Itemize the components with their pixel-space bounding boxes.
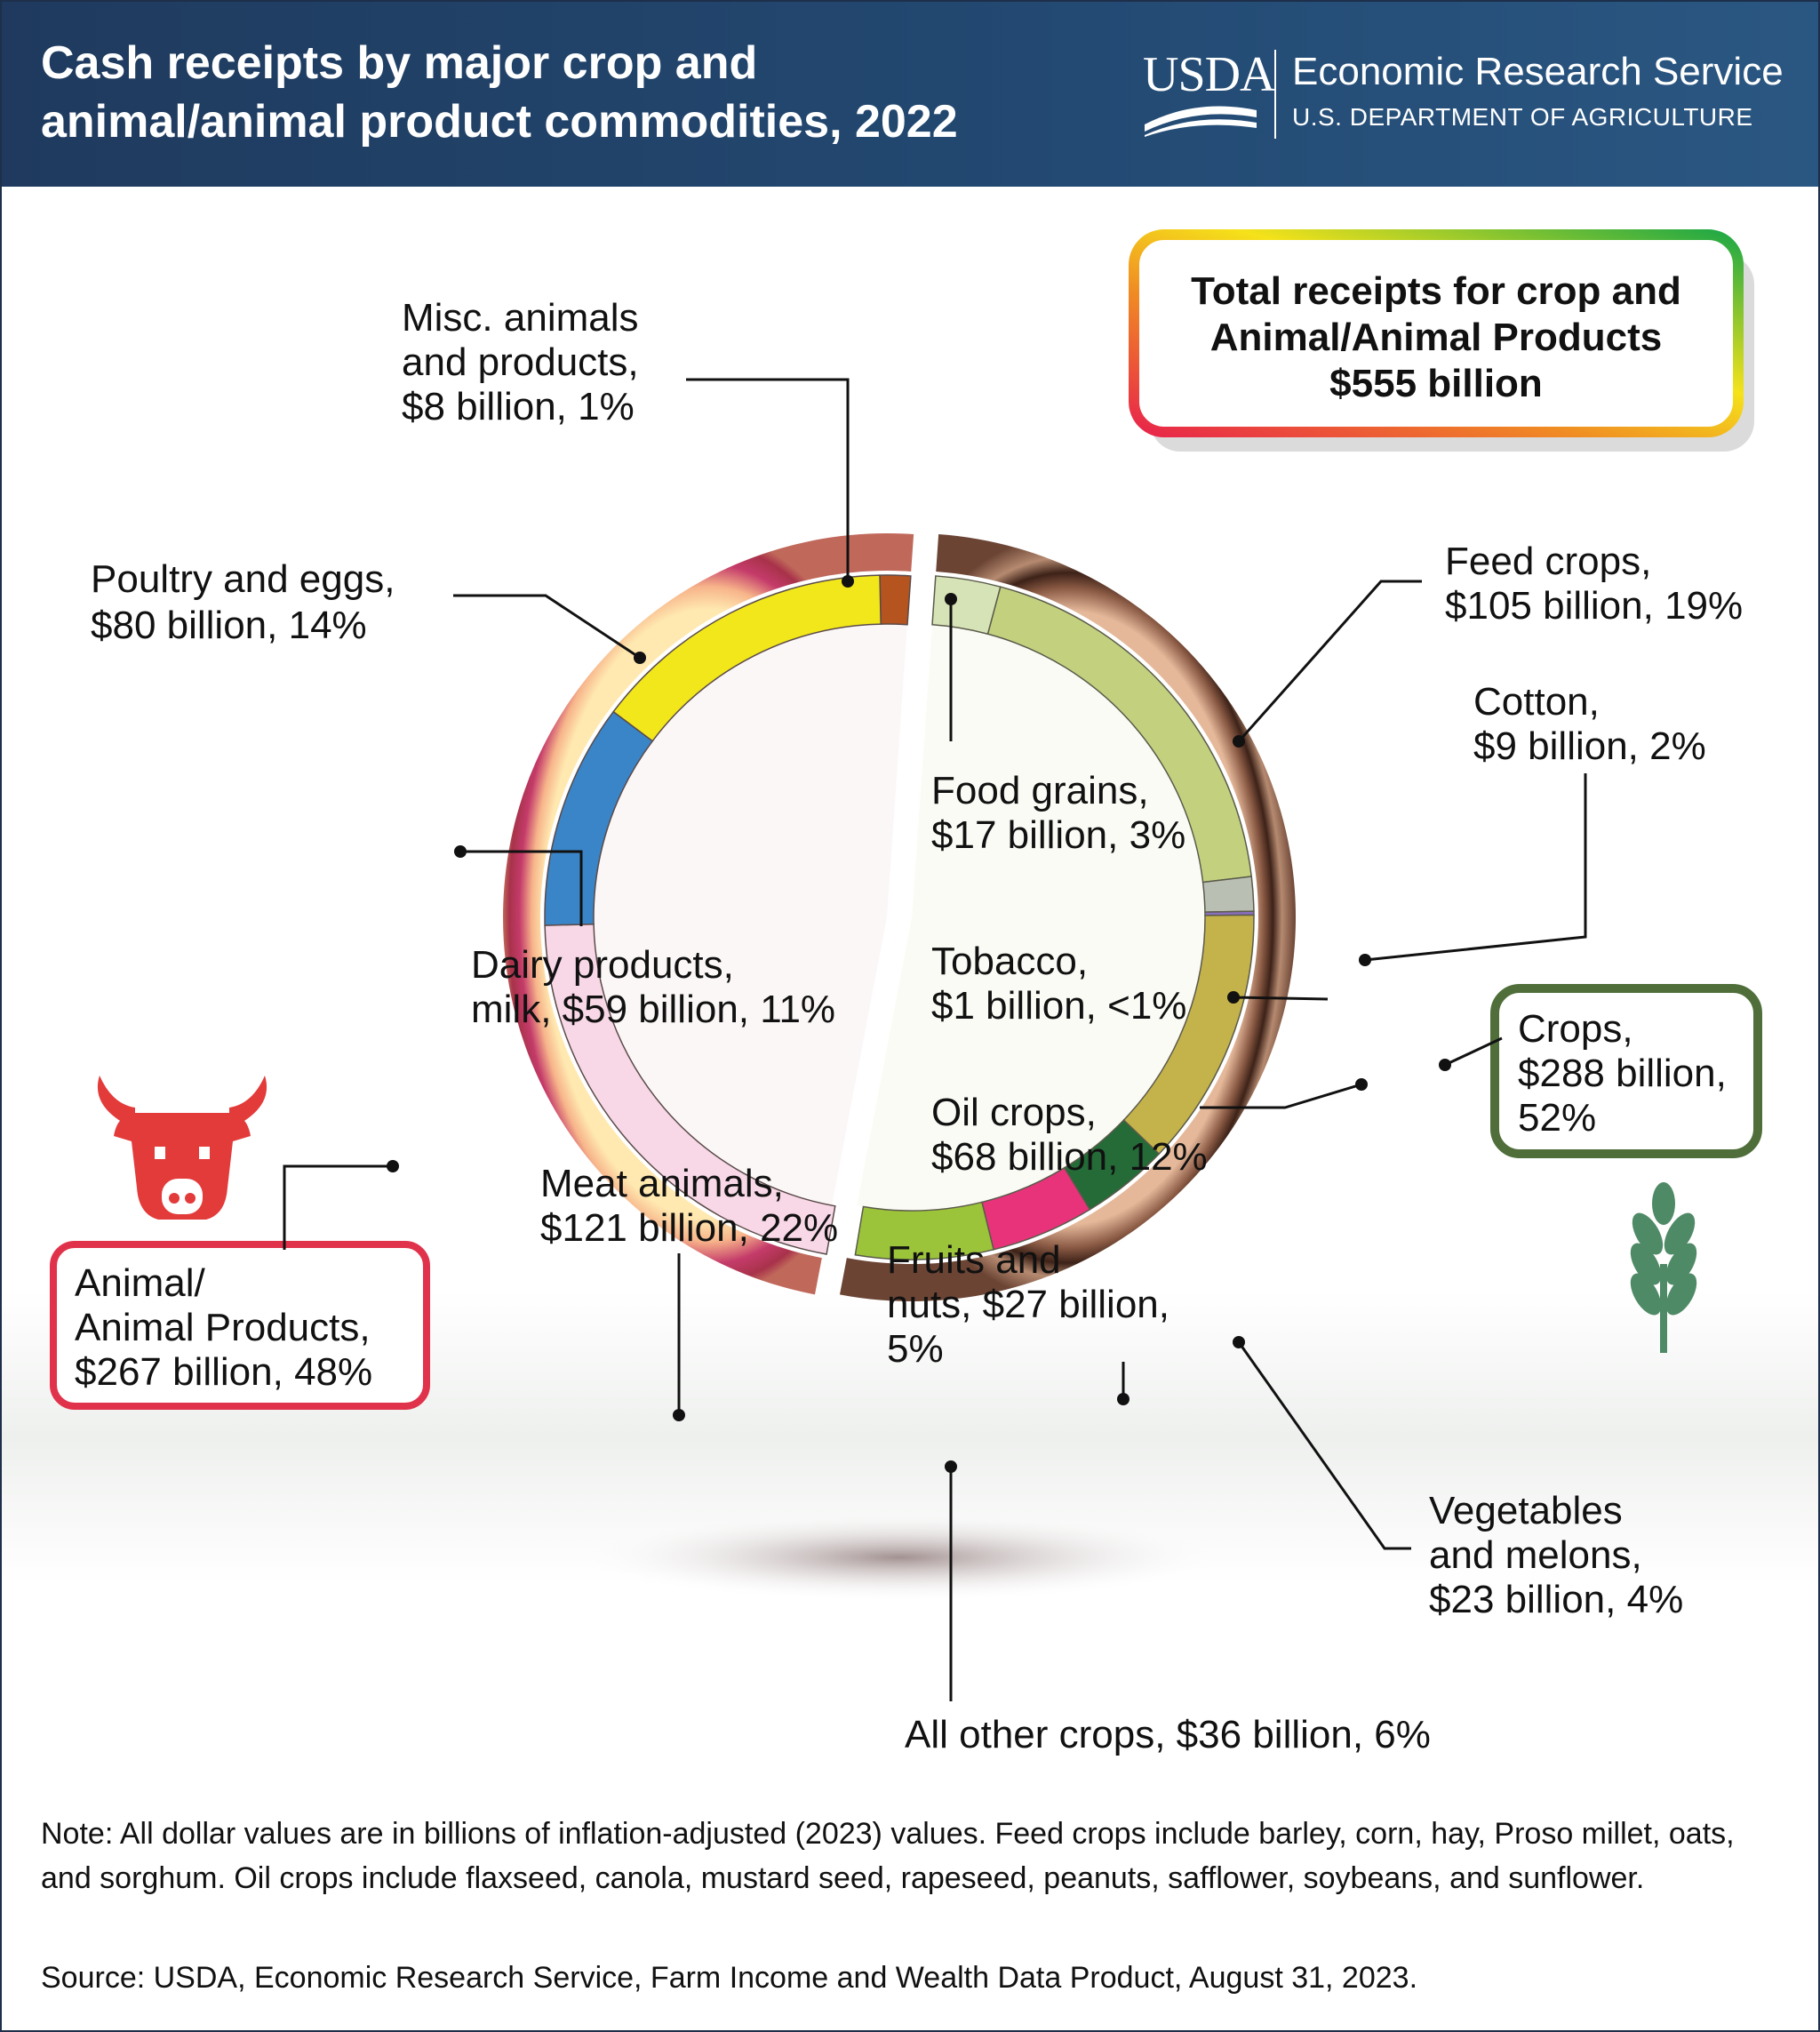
segment-cotton <box>1201 876 1255 913</box>
footnote: Note: All dollar values are in billions … <box>41 1817 1735 1895</box>
fruits-label-1: Fruits and <box>887 1238 1061 1282</box>
leader-oil <box>1200 1083 1362 1109</box>
segment-all-other-crops <box>854 1201 994 1260</box>
food-grains-label-2: $17 billion, 3% <box>931 813 1185 857</box>
dairy-label-2: milk, $59 billion, 11% <box>471 988 835 1031</box>
cotton-label-1: Cotton, <box>1473 680 1600 724</box>
commodity-segments <box>387 574 1451 1473</box>
poultry-label-2: $80 billion, 14% <box>91 604 367 647</box>
dairy-label-1: Dairy products, <box>471 943 734 987</box>
leader-feed <box>1237 580 1422 742</box>
total-line-1: Total receipts for crop and <box>1191 269 1681 313</box>
header-banner: Cash receipts by major crop and animal/a… <box>2 2 1818 187</box>
leader-lines <box>283 378 1587 1701</box>
leader-tobacco <box>1233 996 1329 1001</box>
feed-label-1: Feed crops, <box>1445 540 1651 583</box>
leader-dairy <box>460 850 583 926</box>
leader-crops-box <box>1444 1036 1503 1067</box>
total-line-2: Animal/Animal Products <box>1210 316 1663 359</box>
misc-label-3: $8 billion, 1% <box>402 385 635 428</box>
title-line-1: Cash receipts by major crop and <box>41 37 758 89</box>
misc-label-2: and products, <box>402 340 639 384</box>
usda-logo-text: USDA <box>1143 47 1275 102</box>
meat-label-1: Meat animals, <box>540 1162 784 1205</box>
usda-logo-swoosh-icon <box>1145 106 1257 137</box>
vegetables-label-2: and melons, <box>1429 1533 1642 1577</box>
wheat-icon <box>1630 1182 1697 1353</box>
crops-box-line-2: $288 billion, <box>1518 1052 1727 1095</box>
fruits-label-2: nuts, $27 billion, <box>887 1283 1169 1326</box>
oil-label-1: Oil crops, <box>931 1091 1097 1134</box>
animal-box-line-3: $267 billion, 48% <box>75 1350 372 1394</box>
food-grains-label-1: Food grains, <box>931 769 1149 812</box>
leader-misc <box>686 378 850 581</box>
outer-group-rings <box>502 532 1296 1301</box>
poultry-label-1: Poultry and eggs, <box>91 557 395 601</box>
oil-label-2: $68 billion, 12% <box>931 1135 1208 1179</box>
source-note: Source: USDA, Economic Research Service,… <box>41 1961 1418 1995</box>
leader-vegetables <box>1237 1341 1411 1550</box>
total-receipts-box: Total receipts for crop and Animal/Anima… <box>1129 229 1754 452</box>
other-label: All other crops, $36 billion, 6% <box>905 1713 1431 1756</box>
vegetables-label-3: $23 billion, 4% <box>1429 1578 1683 1621</box>
segment-meat-animals <box>544 924 836 1255</box>
segment-misc-animals-and-products <box>879 574 912 626</box>
misc-label-1: Misc. animals <box>402 296 639 340</box>
animal-box-line-2: Animal Products, <box>75 1306 371 1349</box>
chart-title: Cash receipts by major crop and animal/a… <box>41 34 1090 151</box>
leader-animal-box <box>283 1164 393 1250</box>
animal-box-line-1: Animal/ <box>75 1261 205 1305</box>
crops-box-line-1: Crops, <box>1518 1007 1633 1051</box>
crops-inner-disc <box>857 624 1206 1212</box>
agency-name: Economic Research Service <box>1292 50 1784 93</box>
animal-inner-disc <box>594 624 908 1206</box>
cotton-label-2: $9 billion, 2% <box>1473 724 1706 768</box>
meat-label-2: $121 billion, 22% <box>540 1206 838 1250</box>
total-line-3: $555 billion <box>1329 362 1543 405</box>
segment-labels: Misc. animals and products, $8 billion, … <box>91 296 1743 1756</box>
animal-products-box: Animal/ Animal Products, $267 billion, 4… <box>50 1241 430 1410</box>
leader-poultry <box>453 594 641 660</box>
vegetables-label-1: Vegetables <box>1429 1489 1623 1532</box>
commodity-donut-chart: Total receipts for crop and Animal/Anima… <box>2 229 1818 1756</box>
fruits-label-3: 5% <box>887 1327 944 1371</box>
logo-divider <box>1274 50 1276 139</box>
crops-box-line-3: 52% <box>1518 1096 1596 1140</box>
chart-shadow <box>579 1513 1219 1602</box>
segment-poultry-and-eggs <box>612 574 882 742</box>
department-name: U.S. DEPARTMENT OF AGRICULTURE <box>1292 103 1753 131</box>
tobacco-label-1: Tobacco, <box>931 940 1088 983</box>
crops-box: Crops, $288 billion, 52% <box>1490 984 1762 1158</box>
feed-label-2: $105 billion, 19% <box>1445 584 1743 628</box>
cow-head-icon <box>97 1076 267 1220</box>
tobacco-label-2: $1 billion, <1% <box>931 984 1186 1028</box>
leader-cotton <box>1364 773 1587 962</box>
title-line-2: animal/animal product commodities, 2022 <box>41 96 958 148</box>
